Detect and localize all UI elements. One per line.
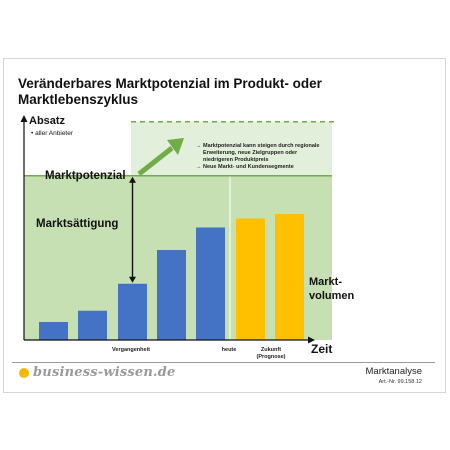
saturation-arrow-head-bottom	[129, 276, 136, 283]
brand-dot-icon	[19, 368, 29, 378]
document-name: Marktanalyse	[365, 366, 423, 377]
bar-past-3	[118, 283, 147, 340]
market-potential-label: Marktpotenzial	[45, 170, 126, 182]
annotation-line3: niedrigeren Produktpreis	[203, 157, 268, 163]
x-axis-arrowhead	[308, 336, 315, 344]
footer-divider	[12, 362, 435, 363]
bar-past-2	[78, 310, 107, 340]
bar-past-4	[157, 250, 186, 340]
market-saturation-label: Marktsättigung	[36, 218, 118, 230]
brand-logo-text: business-wissen.de	[33, 365, 176, 380]
market-volume-label-line1: Markt-	[309, 276, 342, 288]
phase-label-today: heute	[222, 347, 237, 353]
phase-label-future-line1: Zukunft	[261, 347, 281, 353]
y-axis-arrowhead	[20, 115, 28, 122]
bar-forecast-2	[275, 214, 304, 340]
bar-forecast-1	[236, 218, 265, 340]
bar-past-1	[39, 322, 68, 340]
market-volume-label-line2: volumen	[309, 290, 355, 302]
y-axis-label: Absatz	[29, 115, 66, 127]
bar-past-5	[196, 227, 225, 340]
slide-title-line2: Marktlebenszyklus	[18, 92, 139, 107]
phase-label-future-line2: (Prognose)	[256, 354, 285, 360]
potential-growth-arrow-head	[167, 138, 184, 155]
y-axis-sublabel: • aller Anbieter	[31, 130, 74, 137]
saturation-arrow-head-top	[129, 176, 136, 183]
document-id: Art.-Nr. 99.158.12	[378, 379, 422, 385]
phase-label-past: Vergangenheit	[112, 347, 150, 353]
x-axis-label: Zeit	[311, 342, 332, 356]
annotation-line2: Erweiterung, neue Zielgruppen oder	[203, 150, 298, 156]
annotation-line1: → Marktpotenzial kann steigen durch regi…	[196, 143, 319, 149]
slide-title-line1: Veränderbares Marktpotenzial im Produkt-…	[18, 76, 322, 91]
annotation-line4: → Neue Markt- und Kundensegmente	[196, 164, 294, 170]
potential-growth-arrow-shaft	[137, 146, 174, 176]
